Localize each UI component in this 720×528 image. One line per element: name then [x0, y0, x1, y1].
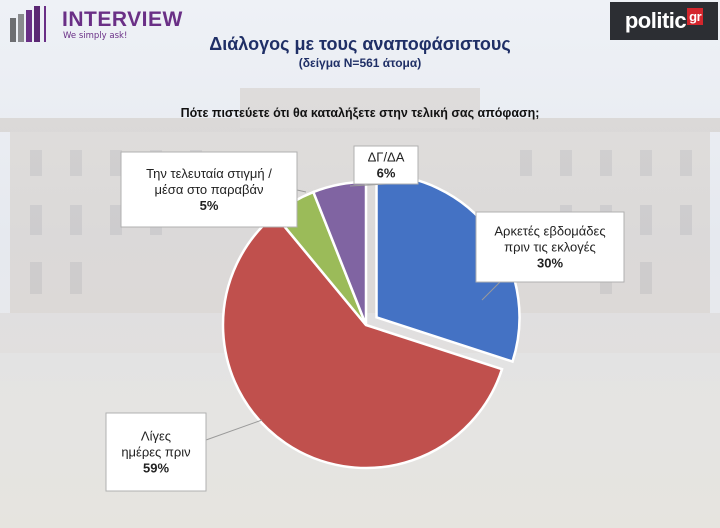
slice-value-label: 6% [377, 166, 396, 181]
callout-leader-line [205, 419, 263, 441]
interview-logo: INTERVIEW We simply ask! [6, 4, 182, 44]
survey-question: Πότε πιστεύετε ότι θα καταλήξετε στην τε… [180, 106, 540, 120]
callout-box [475, 211, 625, 283]
slice-category-label: ΔΓ/ΔΑ [368, 150, 405, 165]
partner-name: politic [624, 8, 687, 33]
callout-leader-line [296, 189, 307, 193]
brand-tagline: We simply ask! [63, 31, 128, 41]
slice-category-label: Λίγες [141, 429, 171, 444]
callout-box [353, 145, 419, 185]
chart-title: Διάλογος με τους αναποφάσιστους [209, 34, 511, 54]
slice-value-label: 5% [200, 198, 219, 213]
politic-logo: politic gr [610, 2, 718, 40]
slice-category-label: μέσα στο παραβάν [155, 182, 264, 197]
chart-subtitle: (δείγμα Ν=561 άτομα) [298, 56, 422, 70]
brand-name: INTERVIEW [62, 8, 183, 31]
slice-category-label: Την τελευταία στιγμή / [146, 166, 272, 181]
slice-value-label: 30% [537, 256, 563, 271]
partner-suffix: gr [687, 8, 704, 25]
bars-logo-icon [10, 6, 46, 42]
slice-category-label: Αρκετές εβδομάδες [494, 224, 605, 239]
slice-value-label: 59% [143, 461, 169, 476]
pie-slice [221, 213, 504, 470]
slice-category-label: πριν τις εκλογές [504, 240, 596, 255]
slice-category-label: ημέρες πριν [121, 445, 190, 460]
callout-box [105, 412, 207, 492]
callout-leader-line [481, 281, 501, 301]
callout-box [120, 151, 298, 228]
